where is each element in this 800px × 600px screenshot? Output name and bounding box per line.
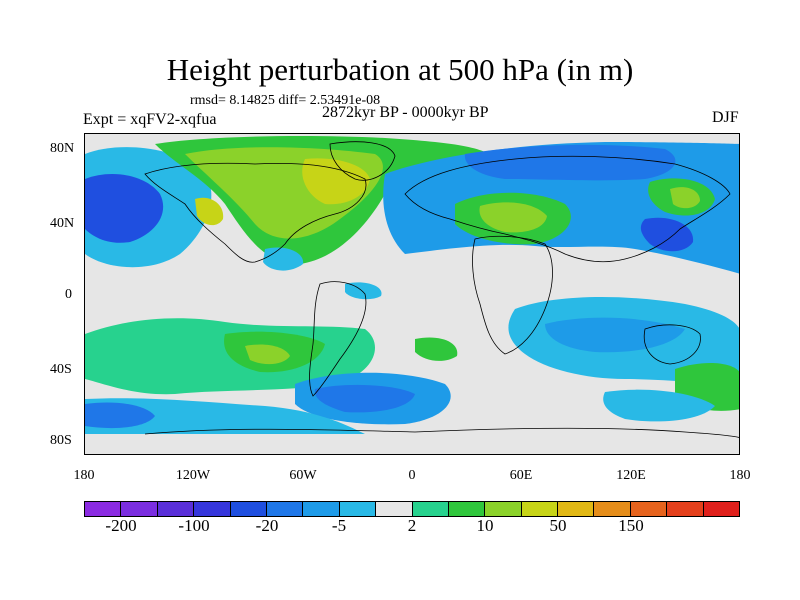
colorbar-label: -100 (178, 516, 210, 535)
colorbar-swatch (558, 502, 595, 516)
colorbar-swatch (85, 502, 122, 516)
lat-tick-80n: 80N (50, 141, 75, 156)
strong-negative-south-indian (545, 317, 685, 353)
positive-region-south-atlantic-east (415, 337, 458, 361)
peak-positive-south-america (245, 344, 290, 365)
colorbar-swatch (376, 502, 413, 516)
lon-tick-0: 0 (408, 468, 416, 483)
peak-positive-pacific-nw (195, 197, 224, 226)
strong-negative-southern-pacific (85, 402, 155, 429)
lon-tick-60w: 60W (289, 468, 317, 483)
figure-title: Height perturbation at 500 hPa (in m) (166, 52, 634, 87)
period-label: 2872kyr BP - 0000kyr BP (322, 104, 489, 121)
colorbar (84, 501, 740, 517)
colorbar-swatch (303, 502, 340, 516)
season-label: DJF (712, 109, 739, 126)
coastline-australia (643, 324, 701, 365)
colorbar-swatch (485, 502, 522, 516)
coastlines (144, 141, 739, 438)
colorbar-label: 50 (549, 516, 567, 535)
strong-negative-siberia (464, 144, 676, 181)
peak-positive-canada (302, 158, 370, 205)
lat-tick-40s: 40S (50, 362, 72, 377)
colorbar-label: 2 (407, 516, 417, 535)
negative-region-southern-ocean (85, 398, 365, 434)
negative-region-antarctic-indian (603, 389, 715, 422)
strong-negative-south-atlantic (314, 384, 415, 413)
coastline-south-america (309, 281, 367, 397)
lon-tick-120e: 120E (616, 468, 646, 483)
negative-region-caribbean (345, 282, 382, 300)
colorbar-swatch (594, 502, 631, 516)
colorbar-label: -20 (255, 516, 279, 535)
colorbar-label: -200 (105, 516, 137, 535)
colorbar-swatch (630, 502, 668, 516)
coastline-antarctica (144, 427, 739, 438)
colorbar-swatch (230, 502, 267, 516)
colorbar-label: 150 (618, 516, 644, 535)
height-perturbation-map (85, 134, 739, 454)
map-panel (84, 133, 740, 455)
coastline-africa (472, 235, 553, 355)
strong-positive-kamchatka (670, 187, 700, 209)
colorbar-swatch (521, 502, 559, 516)
lat-tick-80s: 80S (50, 433, 72, 448)
strong-negative-north-pacific (85, 174, 164, 243)
lon-tick-180-west: 180 (73, 468, 95, 483)
colorbar-label: 10 (476, 516, 494, 535)
lon-tick-180-east: 180 (729, 468, 751, 483)
colorbar-swatch (703, 502, 740, 516)
colorbar-swatch (157, 502, 195, 516)
colorbar-swatch (121, 502, 158, 516)
colorbar-swatch (412, 502, 449, 516)
coastline-north-america (144, 162, 367, 263)
experiment-label: Expt = xqFV2-xqfua (83, 111, 217, 128)
colorbar-label: -5 (331, 516, 347, 535)
lat-tick-40n: 40N (50, 216, 75, 231)
lat-tick-0: 0 (65, 287, 72, 302)
lon-tick-120w: 120W (175, 468, 211, 483)
colorbar-swatch (339, 502, 377, 516)
negative-region-japan (640, 217, 694, 252)
lon-tick-60e: 60E (509, 468, 533, 483)
coastline-greenland (329, 141, 396, 181)
colorbar-swatch (448, 502, 486, 516)
colorbar-swatch (266, 502, 304, 516)
statistics-label: rmsd= 8.14825 diff= 2.53491e-08 (190, 93, 381, 108)
coastline-eurasia (404, 155, 731, 263)
strong-positive-europe (479, 202, 547, 233)
colorbar-swatch (667, 502, 704, 516)
colorbar-swatch (194, 502, 231, 516)
